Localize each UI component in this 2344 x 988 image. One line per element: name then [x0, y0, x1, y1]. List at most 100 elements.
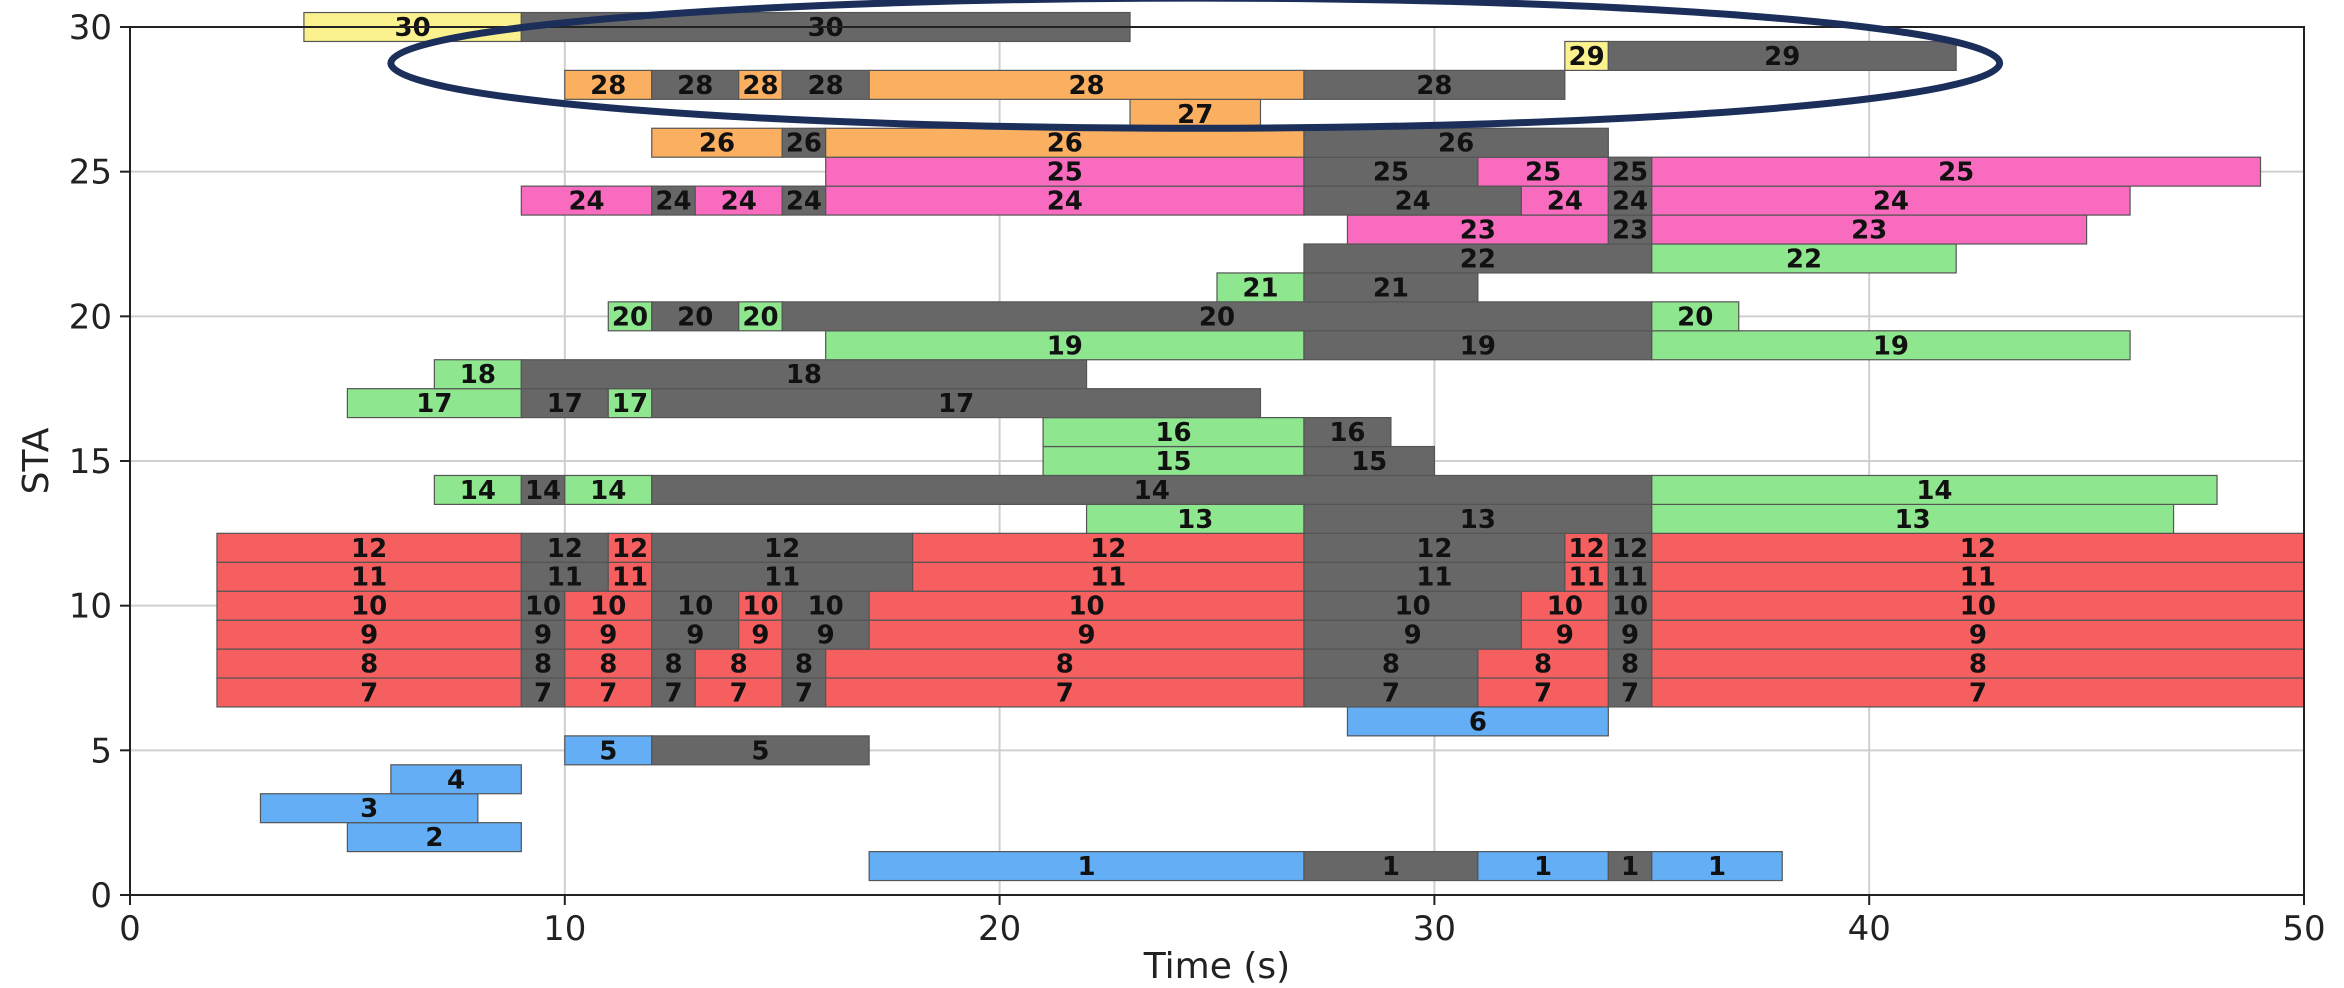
sta-9-segment-label: 9 [1969, 621, 1987, 651]
sta-16-segment-bar [1303, 417, 1392, 448]
sta-8-segment-label: 8 [795, 650, 813, 680]
sta-14-segment-bar [1651, 474, 2218, 506]
sta-24-segment-bar [1303, 185, 1522, 216]
sta-28-segment-label: 28 [1416, 71, 1452, 101]
sta-10-segment-label: 10 [677, 592, 713, 622]
sta-26-segment-label: 26 [1438, 129, 1474, 159]
sta-18-segment-label: 18 [786, 360, 822, 390]
sta-24-segment-bar [520, 185, 653, 216]
sta-17-segment-label: 17 [416, 389, 452, 419]
sta-4-segment-label: 4 [447, 765, 465, 795]
sta-25-segment-label: 25 [1525, 158, 1561, 188]
x-tick-label: 50 [2282, 909, 2325, 949]
sta-12-segment-bar [1607, 532, 1653, 563]
sta-7-segment-label: 7 [1621, 678, 1639, 708]
sta-28-segment-bar [1303, 69, 1566, 100]
sta-1-segment-label: 1 [1621, 852, 1639, 882]
sta-24-segment-label: 24 [1612, 187, 1648, 217]
sta-26-segment-label: 26 [786, 129, 822, 159]
sta-1-segment-label: 1 [1534, 852, 1552, 882]
sta-9-segment-bar [520, 619, 566, 650]
sta-17-segment-bar [346, 388, 522, 419]
sta-1-segment-bar [1651, 850, 1783, 882]
sta-15-segment-label: 15 [1155, 447, 1191, 477]
sta-24-segment-label: 24 [786, 187, 822, 217]
sta-21-segment-label: 21 [1242, 273, 1278, 303]
sta-7-segment-bar [520, 677, 566, 708]
sta-25-segment-label: 25 [1047, 158, 1083, 188]
x-axis-title: Time (s) [1143, 946, 1290, 987]
sta-23-segment-label: 23 [1612, 216, 1648, 246]
sta-11-segment-label: 11 [547, 563, 583, 593]
sta-12-segment-label: 12 [1568, 534, 1604, 564]
sta-18-segment-label: 18 [460, 360, 496, 390]
sta-10-segment-bar [520, 590, 566, 621]
sta-1-segment-bar [1477, 850, 1609, 882]
sta-12-segment-bar [216, 532, 522, 563]
sta-20-segment-label: 20 [612, 302, 648, 332]
sta-27-segment-bar [1129, 98, 1262, 129]
sta-9-segment-label: 9 [599, 621, 617, 651]
sta-4-segment-bar [390, 764, 522, 795]
sta-22-segment-bar [1651, 243, 1957, 274]
sta-8-segment-label: 8 [534, 650, 552, 680]
sta-7-segment-label: 7 [534, 678, 552, 708]
sta-8-segment-bar [651, 648, 696, 679]
y-tick-label: 30 [69, 8, 112, 48]
sta-25-segment-label: 25 [1612, 158, 1648, 188]
sta-28-segment-label: 28 [808, 71, 844, 101]
sta-9-segment-label: 9 [686, 621, 704, 651]
sta-11-segment-label: 11 [1568, 563, 1604, 593]
sta-23-segment-label: 23 [1460, 216, 1496, 246]
sta-10-segment-bar [1607, 590, 1653, 621]
sta-17-segment-label: 17 [547, 389, 583, 419]
sta-1-segment-label: 1 [1382, 852, 1400, 882]
sta-10-segment-label: 10 [1068, 592, 1104, 622]
sta-19-segment-bar [825, 330, 1305, 361]
sta-23-segment-label: 23 [1851, 216, 1887, 246]
sta-12-segment-label: 12 [1960, 534, 1996, 564]
sta-9-segment-label: 9 [817, 621, 835, 651]
y-tick-label: 15 [69, 442, 112, 482]
sta-10-segment-label: 10 [1960, 592, 1996, 622]
sta-7-segment-bar [564, 677, 653, 708]
sta-9-segment-bar [781, 619, 870, 650]
sta-10-segment-bar [868, 590, 1305, 621]
sta-20-segment-label: 20 [677, 302, 713, 332]
x-tick-label: 40 [1848, 909, 1891, 949]
sta-25-segment-bar [825, 156, 1305, 187]
sta-18-segment-bar [520, 359, 1088, 390]
sta-9-segment-label: 9 [360, 621, 378, 651]
sta-2-segment-label: 2 [425, 823, 443, 853]
sta-23-segment-bar [1607, 214, 1653, 245]
sta-15-segment-bar [1303, 445, 1435, 477]
sta-22-segment-label: 22 [1786, 244, 1822, 274]
sta-28-segment-label: 28 [1068, 71, 1104, 101]
sta-28-segment-label: 28 [677, 71, 713, 101]
sta-12-segment-bar [520, 532, 609, 563]
sta-24-segment-label: 24 [655, 187, 691, 217]
sta-1-segment-label: 1 [1078, 852, 1096, 882]
sta-7-segment-label: 7 [599, 678, 617, 708]
station-bars [216, 11, 2305, 882]
sta-7-segment-label: 7 [1382, 678, 1400, 708]
sta-26-segment-label: 26 [1047, 129, 1083, 159]
sta-14-segment-label: 14 [1916, 476, 1952, 506]
sta-25-segment-bar [1651, 156, 2262, 187]
sta-29-segment-label: 29 [1764, 42, 1800, 72]
sta-19-segment-label: 19 [1047, 331, 1083, 361]
sta-21-segment-bar [1216, 272, 1305, 303]
sta-25-segment-bar [1477, 156, 1609, 187]
sta-24-segment-bar [651, 185, 696, 216]
sta-12-segment-label: 12 [1416, 534, 1452, 564]
sta-20-segment-bar [651, 301, 740, 332]
y-tick-label: 5 [90, 731, 112, 771]
sta-11-segment-bar [607, 561, 653, 592]
sta-12-segment-bar [1651, 532, 2305, 563]
sta-10-segment-label: 10 [351, 592, 387, 622]
sta-10-segment-label: 10 [1395, 592, 1431, 622]
sta-7-segment-label: 7 [1534, 678, 1552, 708]
